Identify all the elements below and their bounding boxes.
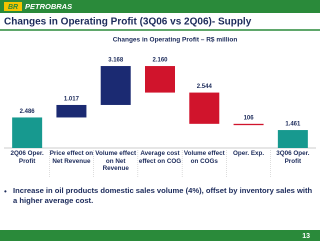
value-label: 2.160 [152, 58, 168, 64]
slide-title: Changes in Operating Profit (3Q06 vs 2Q0… [4, 17, 252, 28]
chart-title: Changes in Operating Profit – R$ million [113, 37, 238, 44]
bullet: Increase in oil products domestic sales … [13, 186, 313, 205]
bar [100, 66, 131, 105]
brand: PETROBRAS [25, 2, 72, 11]
x-tick-label: 2Q06 Oper. Profit [10, 150, 44, 165]
bar [56, 104, 87, 118]
page-number: 13 [302, 233, 310, 240]
x-tick-label: Oper. Exp. [232, 150, 265, 157]
footer-bar [0, 230, 320, 241]
logo: BR [8, 4, 18, 11]
bar [233, 123, 264, 126]
value-label: 2.486 [20, 109, 36, 115]
header-bar [0, 0, 320, 13]
value-label: 3.168 [108, 58, 124, 64]
bullet-mark: • [4, 187, 7, 196]
logo-box [4, 2, 22, 11]
x-tick-label: Average cost effect on COG [138, 150, 182, 165]
bar [145, 66, 175, 93]
value-label: 106 [244, 115, 255, 121]
x-tick-label: Volume effect on Net Revenue [95, 150, 137, 172]
x-tick-label: Volume effect on COGs [183, 150, 225, 165]
value-label: 1.017 [64, 97, 80, 103]
bar [12, 117, 43, 148]
x-tick-label: Price effect on Net Revenue [49, 150, 94, 165]
value-label: 1.461 [285, 122, 301, 128]
bar [189, 92, 220, 124]
bar [277, 130, 308, 148]
x-tick-label: 3Q06 Oper. Profit [276, 150, 310, 165]
value-label: 2.544 [197, 84, 213, 90]
